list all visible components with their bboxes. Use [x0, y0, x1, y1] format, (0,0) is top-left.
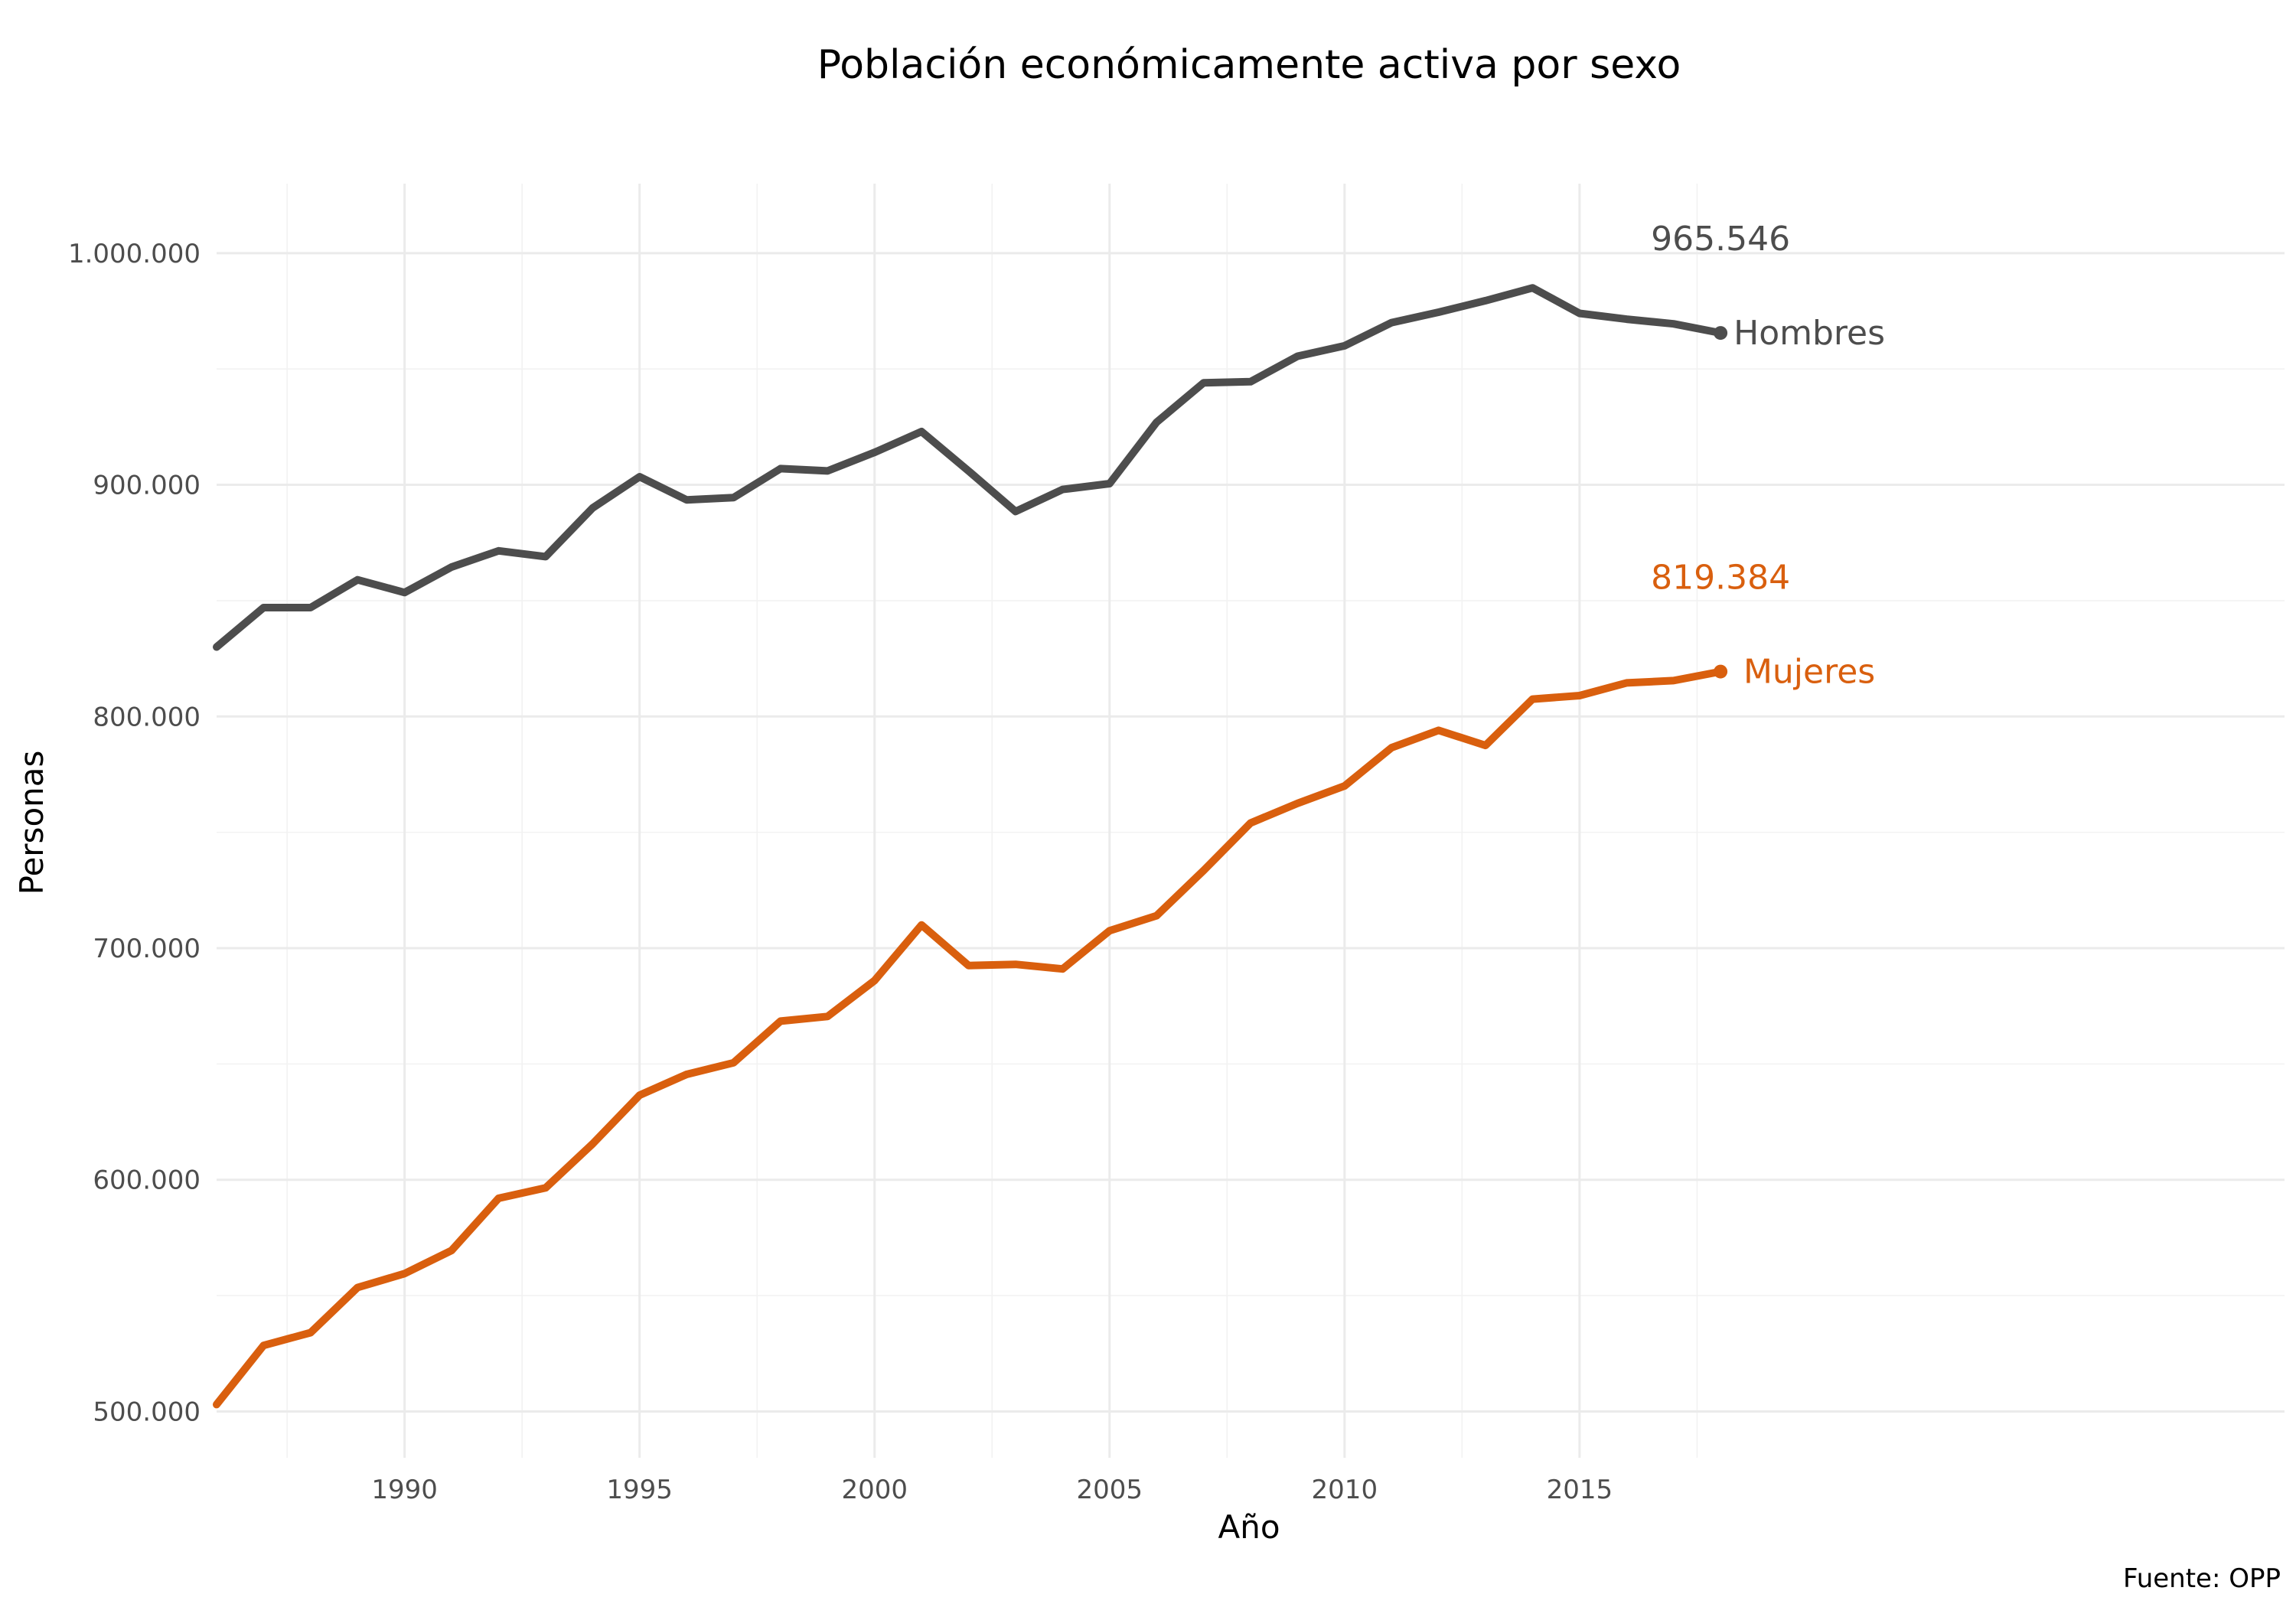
y-tick-label: 500.000 [93, 1397, 201, 1427]
y-tick-label: 900.000 [93, 471, 201, 501]
end-point-mujeres [1714, 664, 1728, 679]
chart-title: Población económicamente activa por sexo [817, 42, 1681, 88]
y-tick-label: 700.000 [93, 934, 201, 964]
x-tick-label: 1990 [371, 1475, 438, 1505]
grid [217, 184, 2285, 1458]
y-tick-label: 1.000.000 [68, 239, 201, 269]
series-name-label-mujeres: Mujeres [1743, 653, 1875, 692]
series-line-hombres [213, 284, 1725, 651]
source-caption: Fuente: OPP [2123, 1563, 2281, 1594]
x-tick-label: 2015 [1547, 1475, 1613, 1505]
end-value-label-mujeres: 819.384 [1651, 559, 1790, 598]
x-axis-ticks: 1990 1995 2000 2005 2010 2015 [371, 1475, 1613, 1505]
y-axis-ticks: 500.000 600.000 700.000 800.000 900.000 1.000… [68, 239, 201, 1428]
series-name-label-hombres: Hombres [1733, 314, 1885, 353]
end-value-label-hombres: 965.546 [1651, 220, 1790, 259]
end-point-hombres [1714, 326, 1728, 341]
x-tick-label: 2010 [1312, 1475, 1378, 1505]
series-group: 965.546 Hombres 819.384 Mujeres [213, 220, 1885, 1409]
x-axis-title: Año [1218, 1508, 1280, 1546]
x-tick-label: 2000 [841, 1475, 908, 1505]
y-axis-title: Personas [13, 751, 51, 895]
y-tick-label: 800.000 [93, 702, 201, 732]
y-tick-label: 600.000 [93, 1165, 201, 1196]
series-line-mujeres [213, 667, 1725, 1409]
x-tick-label: 2005 [1077, 1475, 1143, 1505]
x-tick-label: 1995 [606, 1475, 673, 1505]
